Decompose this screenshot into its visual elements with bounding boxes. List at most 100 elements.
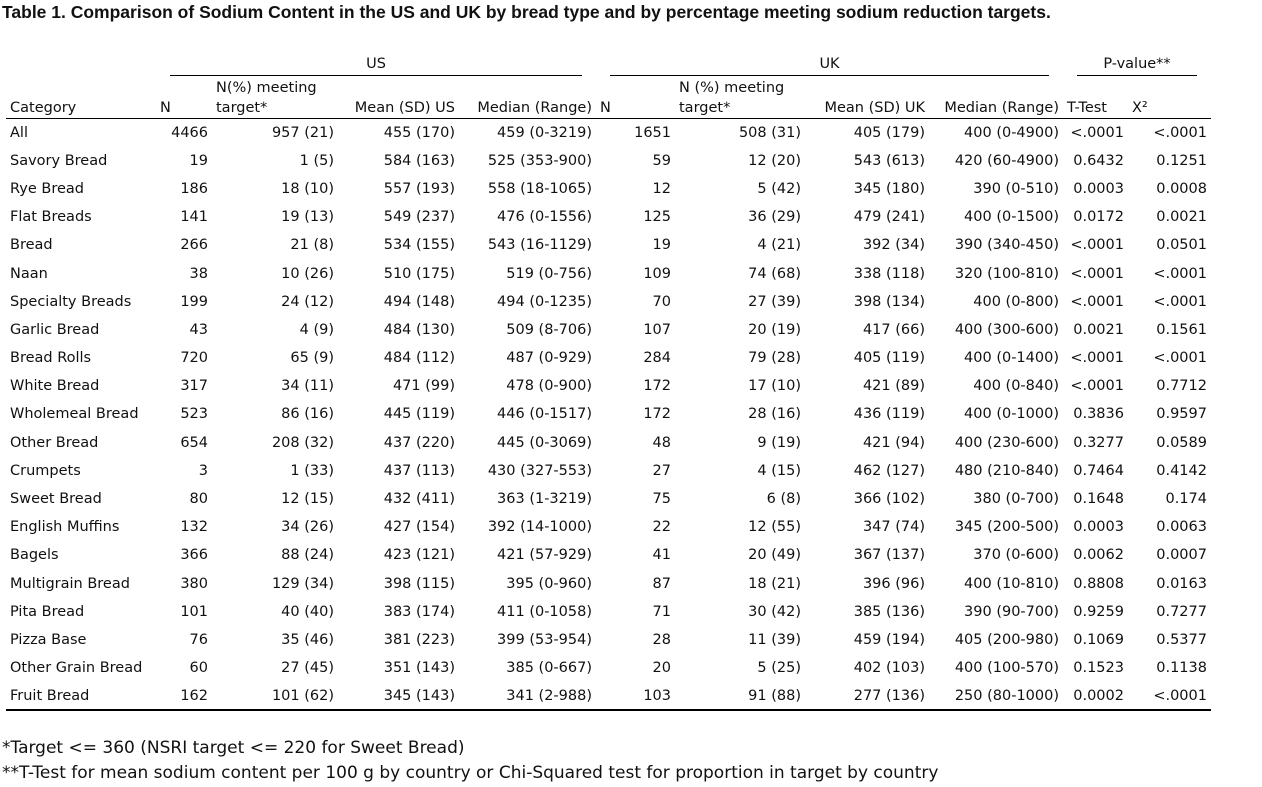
cell-us-median: 446 (0-1517) <box>497 406 592 423</box>
cell-us-n: 38 <box>189 265 208 282</box>
cell-uk-median: 400 (300-600) <box>954 321 1059 338</box>
cell-category: Sweet Bread <box>10 491 102 508</box>
table-row: Crumpets 3 1 (33) 437 (113) 430 (327-553) 27 4… <box>6 457 1211 485</box>
table-row: Garlic Bread 43 4 (9) 484 (130) 509 (8-706) 1… <box>6 316 1211 344</box>
cell-category: Bagels <box>10 547 59 564</box>
table-row: Pizza Base 76 35 (46) 381 (223) 399 (53-954)… <box>6 626 1211 654</box>
col-us-target-line1: N(%) meeting <box>216 80 317 96</box>
cell-chisq: 0.9597 <box>1156 406 1207 423</box>
cell-uk-n: 87 <box>652 575 671 592</box>
cell-uk-target: 11 (39) <box>748 631 801 648</box>
cell-category: Bread Rolls <box>10 350 92 367</box>
table-row: Specialty Breads 199 24 (12) 494 (148) 494 (… <box>6 288 1211 316</box>
cell-category: All <box>10 124 28 141</box>
cell-chisq: 0.1251 <box>1156 152 1207 169</box>
cell-us-mean: 437 (113) <box>383 462 455 479</box>
cell-category: Wholemeal Bread <box>10 406 139 423</box>
cell-category: Bread <box>10 237 53 254</box>
cell-uk-n: 71 <box>652 603 671 620</box>
cell-us-target: 1 (33) <box>290 462 334 479</box>
cell-us-mean: 351 (143) <box>383 660 455 677</box>
table-row: Other Bread 654 208 (32) 437 (220) 445 (0-30… <box>6 429 1211 457</box>
cell-uk-n: 109 <box>643 265 671 282</box>
cell-chisq: 0.0063 <box>1156 519 1207 536</box>
cell-uk-n: 1651 <box>634 124 671 141</box>
cell-ttest: 0.0062 <box>1073 547 1124 564</box>
cell-uk-n: 20 <box>652 660 671 677</box>
cell-uk-mean: 459 (194) <box>853 631 925 648</box>
col-uk-median: Median (Range) <box>944 100 1059 116</box>
cell-us-n: 523 <box>180 406 208 423</box>
cell-ttest: 0.0002 <box>1073 687 1124 704</box>
footnote-target: *Target <= 360 (NSRI target <= 220 for S… <box>2 738 465 758</box>
cell-us-mean: 484 (112) <box>383 350 455 367</box>
cell-uk-n: 172 <box>643 406 671 423</box>
cell-us-median: 395 (0-960) <box>506 575 592 592</box>
cell-uk-target: 5 (25) <box>757 660 801 677</box>
cell-category: English Muffins <box>10 519 120 536</box>
group-us-label: US <box>170 54 582 76</box>
cell-us-median: 525 (353-900) <box>487 152 592 169</box>
table-row: White Bread 317 34 (11) 471 (99) 478 (0-900)… <box>6 372 1211 400</box>
cell-us-mean: 398 (115) <box>383 575 455 592</box>
cell-us-mean: 432 (411) <box>383 491 455 508</box>
cell-uk-target: 508 (31) <box>738 124 801 141</box>
cell-category: Pizza Base <box>10 631 87 648</box>
cell-ttest: 0.0021 <box>1073 321 1124 338</box>
cell-uk-n: 75 <box>652 491 671 508</box>
table-row: English Muffins 132 34 (26) 427 (154) 392 (1… <box>6 513 1211 541</box>
cell-ttest: <.0001 <box>1070 237 1124 254</box>
footnote-pvalue: **T-Test for mean sodium content per 100… <box>2 763 939 783</box>
cell-uk-target: 74 (68) <box>748 265 801 282</box>
cell-us-target: 86 (16) <box>281 406 334 423</box>
cell-ttest: 0.0003 <box>1073 519 1124 536</box>
cell-us-target: 34 (26) <box>281 519 334 536</box>
cell-chisq: 0.0008 <box>1156 180 1207 197</box>
table-row: Bread 266 21 (8) 534 (155) 543 (16-1129) 19 4 … <box>6 231 1211 259</box>
cell-us-mean: 445 (119) <box>383 406 455 423</box>
cell-us-median: 494 (0-1235) <box>497 293 592 310</box>
cell-us-n: 266 <box>180 237 208 254</box>
cell-uk-target: 20 (19) <box>748 321 801 338</box>
cell-uk-mean: 277 (136) <box>853 687 925 704</box>
table-row: Naan 38 10 (26) 510 (175) 519 (0-756) 109 74 (… <box>6 259 1211 287</box>
cell-us-n: 317 <box>180 378 208 395</box>
cell-us-median: 363 (1-3219) <box>497 491 592 508</box>
col-uk-target-line2: target* <box>679 100 731 116</box>
cell-us-target: 65 (9) <box>290 350 334 367</box>
cell-uk-n: 107 <box>643 321 671 338</box>
cell-uk-target: 91 (88) <box>748 687 801 704</box>
cell-ttest: 0.8808 <box>1073 575 1124 592</box>
cell-us-target: 35 (46) <box>281 631 334 648</box>
cell-uk-target: 4 (21) <box>757 237 801 254</box>
group-pvalue: P-value** <box>1063 52 1211 76</box>
cell-us-median: 478 (0-900) <box>506 378 592 395</box>
cell-uk-n: 27 <box>652 462 671 479</box>
group-uk-label: UK <box>610 54 1049 76</box>
cell-us-n: 199 <box>180 293 208 310</box>
cell-us-n: 19 <box>189 152 208 169</box>
cell-chisq: <.0001 <box>1153 293 1207 310</box>
cell-category: Fruit Bread <box>10 687 90 704</box>
cell-us-target: 40 (40) <box>281 603 334 620</box>
cell-category: Other Grain Bread <box>10 660 143 677</box>
cell-us-median: 430 (327-553) <box>487 462 592 479</box>
cell-us-target: 1 (5) <box>299 152 334 169</box>
cell-us-n: 101 <box>180 603 208 620</box>
cell-us-mean: 471 (99) <box>392 378 455 395</box>
cell-ttest: <.0001 <box>1070 124 1124 141</box>
cell-us-target: 27 (45) <box>281 660 334 677</box>
cell-uk-mean: 405 (119) <box>853 350 925 367</box>
cell-us-mean: 549 (237) <box>383 209 455 226</box>
cell-ttest: 0.3836 <box>1073 406 1124 423</box>
cell-uk-target: 12 (20) <box>748 152 801 169</box>
cell-category: White Bread <box>10 378 100 395</box>
cell-uk-target: 18 (21) <box>748 575 801 592</box>
cell-us-median: 341 (2-988) <box>506 687 592 704</box>
cell-uk-target: 28 (16) <box>748 406 801 423</box>
cell-uk-target: 20 (49) <box>748 547 801 564</box>
cell-uk-mean: 479 (241) <box>853 209 925 226</box>
cell-uk-n: 59 <box>652 152 671 169</box>
cell-ttest: 0.0003 <box>1073 180 1124 197</box>
cell-us-n: 60 <box>189 660 208 677</box>
